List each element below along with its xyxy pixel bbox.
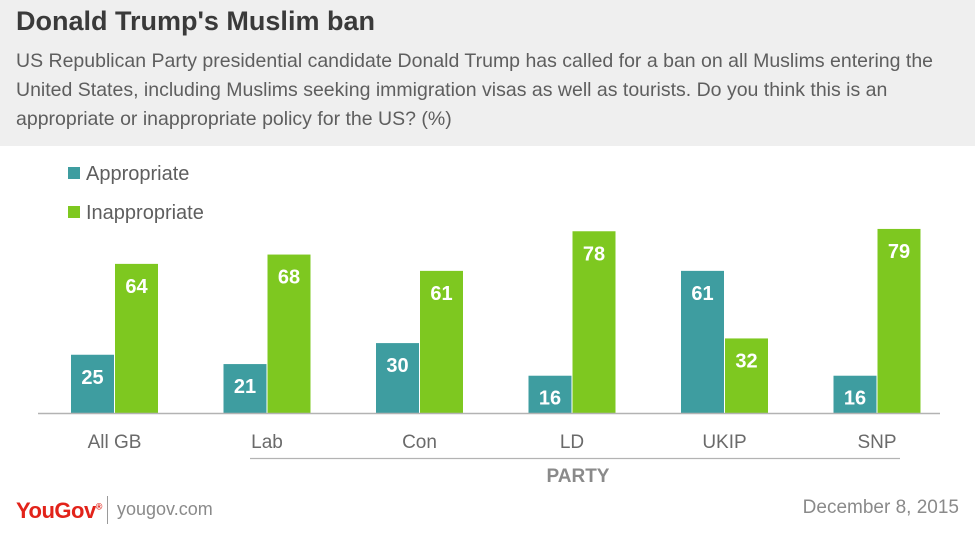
data-label-inappropriate-4: 32 (735, 350, 757, 372)
bar-inappropriate-0 (115, 263, 158, 413)
bar-inappropriate-1 (267, 254, 311, 413)
data-label-appropriate-4: 61 (691, 283, 713, 305)
data-label-inappropriate-3: 78 (583, 243, 605, 265)
legend-label-appropriate: Appropriate (86, 163, 190, 185)
x-axis-title: PARTY (547, 466, 610, 487)
legend-swatch-inappropriate (68, 205, 80, 218)
bar-inappropriate-5 (877, 228, 921, 413)
data-label-inappropriate-0: 64 (125, 276, 148, 298)
bar-appropriate-0 (71, 354, 114, 413)
x-tick-label-4: UKIP (702, 432, 746, 453)
x-tick-label-2: Con (402, 432, 437, 453)
chart-subtitle: US Republican Party presidential candida… (16, 50, 934, 130)
bar-appropriate-4 (681, 270, 724, 413)
x-tick-label-3: LD (560, 432, 584, 453)
bar-inappropriate-3 (572, 231, 616, 413)
bar-inappropriate-2 (420, 270, 463, 413)
x-tick-label-5: SNP (857, 432, 896, 453)
brand-name: YouGov (16, 498, 96, 523)
legend-label-inappropriate: Inappropriate (86, 202, 204, 224)
data-label-inappropriate-2: 61 (430, 283, 452, 305)
bar-chart: 25 64 All GB 21 68 Lab 30 61 Con 16 78 LD 61 32 UKIP 16… (38, 228, 940, 487)
data-label-appropriate-1: 21 (234, 376, 256, 398)
legend-item-appropriate: Appropriate (68, 162, 189, 186)
x-tick-label-1: Lab (251, 432, 283, 453)
chart-title: Donald Trump's Muslim ban (16, 6, 375, 36)
data-label-appropriate-2: 30 (386, 355, 408, 377)
data-label-inappropriate-5: 79 (888, 241, 910, 263)
legend-item-inappropriate: Inappropriate (68, 201, 204, 225)
bar-appropriate-1 (223, 364, 267, 413)
header-panel: Donald Trump's Muslim ban US Republican … (0, 0, 975, 146)
data-label-appropriate-0: 25 (81, 367, 103, 389)
bar-inappropriate-4 (725, 338, 768, 413)
bar-appropriate-3 (528, 375, 572, 413)
yougov-logo: YouGov® (16, 498, 102, 523)
bar-appropriate-2 (376, 343, 419, 413)
footer-divider (107, 496, 108, 524)
legend-swatch-appropriate (68, 166, 80, 179)
data-label-appropriate-5: 16 (844, 388, 866, 410)
bar-appropriate-5 (833, 375, 877, 413)
x-tick-label-0: All GB (88, 432, 142, 453)
data-label-appropriate-3: 16 (539, 388, 561, 410)
website-label: yougov.com (117, 499, 213, 519)
data-label-inappropriate-1: 68 (278, 267, 300, 289)
publish-date: December 8, 2015 (802, 497, 959, 518)
